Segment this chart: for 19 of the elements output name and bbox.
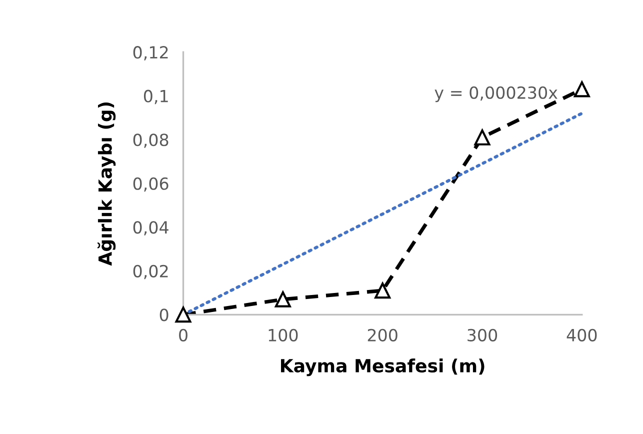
annotation: y = 0,000230x [434,86,558,102]
y-tick-label: 0,08 [133,134,168,148]
x-axis-title: Kayma Mesafesi (m) [281,358,484,376]
y-tick-label: 0,04 [133,221,168,236]
y-tick-label: 0 [160,308,168,322]
point [574,81,590,98]
x-tick-label: 100 [268,328,298,342]
y-tick-label: 0,1 [144,90,168,104]
point [274,291,291,308]
y-tick-label: 0,06 [133,177,168,192]
x-tick-label: 400 [566,328,597,342]
x-tick-label: 0 [179,328,188,342]
y-tick-label: 0,12 [133,46,168,60]
x-tick-label: 300 [468,328,498,342]
x-tick-label: 200 [368,328,398,342]
y-axis-title: Ağırlık Kaybı (g) [98,102,116,266]
point [474,129,490,146]
y-tick-label: 0,02 [133,264,168,280]
point [374,282,391,299]
